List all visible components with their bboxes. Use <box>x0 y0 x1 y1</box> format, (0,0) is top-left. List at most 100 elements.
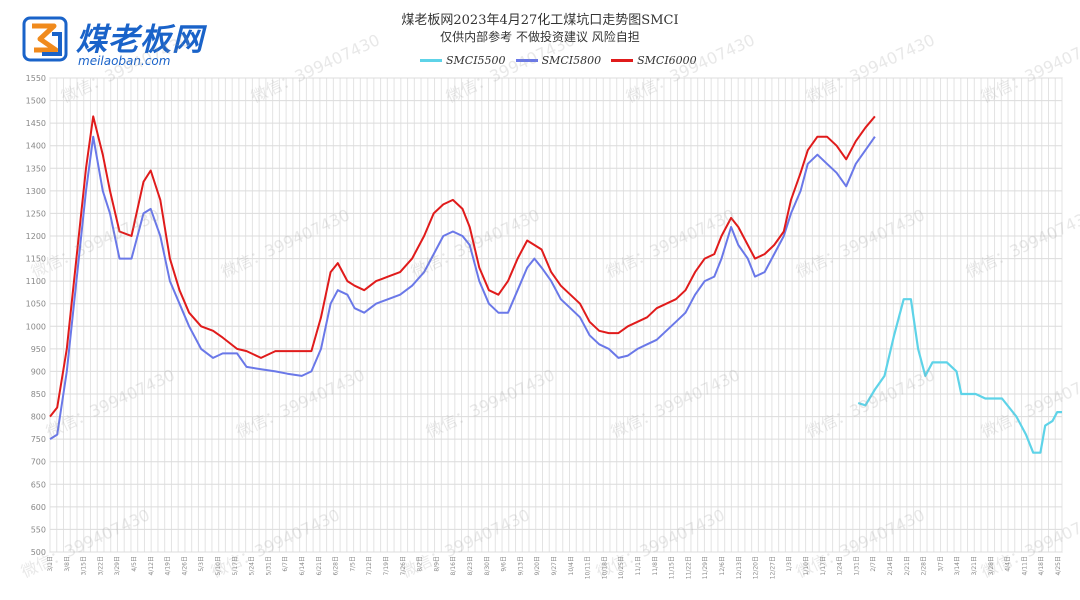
legend-swatch-smci5500 <box>420 58 442 62</box>
x-tick-label: 9/6日 <box>501 556 508 572</box>
x-tick-label: 6/7日 <box>282 556 289 572</box>
legend-swatch-smci6000 <box>611 58 634 62</box>
chart-header: 煤老板网2023年4月27化工煤坑口走势图SMCI 仅供内部参考 不做投资建议 … <box>300 12 780 45</box>
y-tick-label: 550 <box>31 525 46 534</box>
x-tick-label: 5/3日 <box>198 556 205 572</box>
x-tick-label: 11/1日 <box>635 556 642 575</box>
x-tick-label: 3/22日 <box>97 556 104 575</box>
series-line-smci5800 <box>49 135 876 440</box>
x-tick-label: 11/8日 <box>652 556 659 575</box>
legend-label-smci5500: SMCI5500 <box>446 53 506 67</box>
logo-name: 煤老板网 <box>76 22 204 58</box>
series-line-smci6000 <box>49 115 876 418</box>
x-tick-label: 4/26日 <box>181 556 188 575</box>
x-tick-label: 7/5日 <box>349 556 356 572</box>
x-tick-label: 4/12日 <box>148 556 155 575</box>
x-tick-label: 10/25日 <box>618 556 625 579</box>
x-tick-label: 9/20日 <box>534 556 541 575</box>
y-tick-label: 1200 <box>26 232 46 241</box>
chart-subtitle: 仅供内部参考 不做投资建议 风险自担 <box>440 30 640 44</box>
x-tick-label: 3/7日 <box>937 556 944 572</box>
y-tick-label: 1550 <box>26 74 46 83</box>
y-tick-label: 900 <box>31 367 46 376</box>
x-tick-label: 11/29日 <box>702 556 709 579</box>
x-tick-label: 6/14日 <box>299 556 306 575</box>
x-tick-label: 11/15日 <box>669 556 676 579</box>
x-tick-label: 5/17日 <box>232 556 239 575</box>
x-tick-label: 4/5日 <box>131 556 138 572</box>
y-tick-label: 1300 <box>26 187 46 196</box>
x-tick-label: 5/10日 <box>215 556 222 575</box>
y-tick-label: 650 <box>31 480 46 489</box>
x-tick-label: 3/29日 <box>114 556 121 575</box>
y-tick-label: 1050 <box>26 300 46 309</box>
x-tick-label: 4/25日 <box>1055 556 1062 575</box>
x-tick-label: 9/27日 <box>551 556 558 575</box>
x-tick-label: 8/16日 <box>450 556 457 575</box>
x-tick-label: 7/26日 <box>400 556 407 575</box>
chart-title: 煤老板网2023年4月27化工煤坑口走势图SMCI <box>401 13 679 28</box>
x-tick-label: 4/19日 <box>165 556 172 575</box>
chart-legend: SMCI5500 SMCI5800 SMCI6000 <box>420 52 697 68</box>
x-tick-label: 10/11日 <box>585 556 592 579</box>
x-tick-label: 1/17日 <box>820 556 827 575</box>
x-tick-label: 1/24日 <box>837 556 844 575</box>
x-tick-label: 1/10日 <box>803 556 810 575</box>
legend-item-smci5500: SMCI5500 <box>420 54 506 67</box>
y-tick-label: 1150 <box>26 255 46 264</box>
x-tick-label: 9/13日 <box>517 556 524 575</box>
x-tick-label: 3/15日 <box>81 556 88 575</box>
y-tick-label: 1100 <box>26 277 46 286</box>
x-tick-label: 3/14日 <box>954 556 961 575</box>
meilaoban-logo-icon <box>22 16 68 62</box>
x-tick-label: 6/21日 <box>316 556 323 575</box>
x-tick-label: 11/22日 <box>685 556 692 579</box>
y-tick-label: 800 <box>31 413 46 422</box>
x-tick-label: 6/28日 <box>333 556 340 575</box>
x-tick-label: 10/4日 <box>568 556 575 575</box>
x-tick-label: 3/21日 <box>971 556 978 575</box>
legend-label-smci5800: SMCI5800 <box>541 53 602 67</box>
y-tick-label: 850 <box>31 390 46 399</box>
x-tick-label: 2/21日 <box>904 556 911 575</box>
y-tick-label: 1350 <box>26 164 46 173</box>
x-tick-label: 12/13日 <box>736 556 743 579</box>
x-tick-label: 4/4日 <box>1005 556 1012 572</box>
x-tick-label: 4/18日 <box>1038 556 1045 575</box>
y-tick-label: 1400 <box>26 142 46 151</box>
y-tick-label: 1450 <box>26 119 46 128</box>
x-tick-label: 3/28日 <box>988 556 995 575</box>
y-tick-label: 1500 <box>26 97 46 106</box>
legend-swatch-smci5800 <box>515 58 538 62</box>
x-tick-label: 12/27日 <box>769 556 776 579</box>
x-tick-label: 3/8日 <box>64 556 71 572</box>
x-tick-label: 1/31日 <box>853 556 860 575</box>
y-tick-label: 950 <box>31 345 46 354</box>
y-tick-label: 500 <box>31 548 46 557</box>
legend-item-smci5800: SMCI5800 <box>515 53 602 67</box>
x-tick-label: 5/31日 <box>265 556 272 575</box>
x-tick-label: 12/20日 <box>753 556 760 579</box>
x-tick-label: 7/19日 <box>383 556 390 575</box>
x-tick-label: 10/18日 <box>601 556 608 579</box>
y-tick-label: 750 <box>31 435 46 444</box>
x-tick-label: 5/24日 <box>249 556 256 575</box>
x-tick-label: 2/14日 <box>887 556 894 575</box>
y-tick-label: 600 <box>31 503 46 512</box>
logo-url: meilaoban.com <box>78 54 171 68</box>
logo: 煤老板网 meilaoban.com <box>22 12 222 68</box>
x-tick-label: 8/9日 <box>433 556 440 572</box>
y-tick-label: 700 <box>31 458 46 467</box>
x-tick-label: 2/28日 <box>921 556 928 575</box>
y-tick-label: 1250 <box>26 209 46 218</box>
x-tick-label: 4/11日 <box>1021 556 1028 575</box>
x-tick-label: 8/23日 <box>467 556 474 575</box>
legend-label-smci6000: SMCI6000 <box>637 53 697 67</box>
x-tick-label: 12/6日 <box>719 556 726 575</box>
x-tick-label: 1/3日 <box>786 556 793 572</box>
x-tick-label: 8/30日 <box>484 556 491 575</box>
y-tick-label: 1000 <box>26 322 46 331</box>
x-tick-label: 7/12日 <box>366 556 373 575</box>
x-tick-label: 8/2日 <box>417 556 424 572</box>
